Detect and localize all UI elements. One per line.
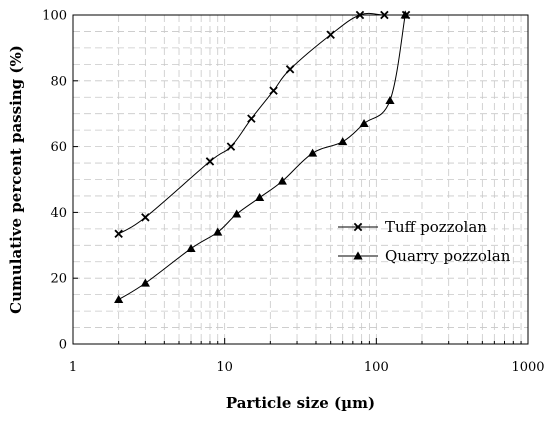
plot-area-frame xyxy=(72,14,529,345)
x-axis-title: Particle size (µm) xyxy=(226,394,375,412)
data-point-tuff-pozzolan xyxy=(269,86,278,95)
data-point-quarry-pozzolan xyxy=(359,118,369,128)
legend-label: Quarry pozzolan xyxy=(385,247,511,265)
y-tick-label: 20 xyxy=(50,272,67,287)
x-tick-label: 1000 xyxy=(511,360,544,375)
legend-label: Tuff pozzolan xyxy=(385,218,487,236)
y-tick-label: 80 xyxy=(50,74,67,89)
axis-ticks: 0 20 40 60 80 100 1 10 100 1000 xyxy=(42,9,544,376)
data-point-quarry-pozzolan xyxy=(385,95,395,104)
y-tick-label: 60 xyxy=(50,140,67,155)
series-layer xyxy=(114,10,411,304)
grid xyxy=(73,15,528,344)
y-tick-label: 0 xyxy=(59,338,67,353)
data-point-tuff-pozzolan xyxy=(114,229,123,239)
legend-item-quarry-pozzolan: Quarry pozzolan xyxy=(338,247,511,265)
y-axis-title: Cumulative percent passing (%) xyxy=(7,45,25,314)
data-point-tuff-pozzolan xyxy=(226,142,236,151)
data-point-tuff-pozzolan xyxy=(326,30,335,39)
legend: Tuff pozzolan Quarry pozzolan xyxy=(338,218,511,265)
data-point-quarry-pozzolan xyxy=(255,192,265,202)
data-point-quarry-pozzolan xyxy=(232,209,242,218)
data-point-quarry-pozzolan xyxy=(338,137,348,146)
data-point-quarry-pozzolan xyxy=(213,227,223,236)
legend-item-tuff-pozzolan: Tuff pozzolan xyxy=(338,218,487,236)
y-tick-label: 40 xyxy=(50,206,67,221)
series-quarry-pozzolan xyxy=(114,10,410,304)
data-point-quarry-pozzolan xyxy=(308,148,318,157)
data-point-quarry-pozzolan xyxy=(140,278,150,287)
data-point-quarry-pozzolan xyxy=(186,243,196,253)
legend-marker xyxy=(353,222,363,232)
data-point-tuff-pozzolan xyxy=(247,114,256,123)
data-point-quarry-pozzolan xyxy=(400,10,410,19)
x-tick-label: 1 xyxy=(69,360,77,375)
series-line-quarry-pozzolan xyxy=(118,14,406,301)
data-point-tuff-pozzolan xyxy=(205,157,215,166)
x-tick-label: 100 xyxy=(364,360,389,375)
y-tick-label: 100 xyxy=(42,9,67,24)
series-tuff-pozzolan xyxy=(114,10,411,239)
data-point-tuff-pozzolan xyxy=(285,65,295,74)
data-point-quarry-pozzolan xyxy=(277,176,287,185)
x-tick-label: 10 xyxy=(216,360,233,375)
data-point-tuff-pozzolan xyxy=(141,213,150,222)
data-point-quarry-pozzolan xyxy=(114,294,124,304)
legend-marker xyxy=(353,251,363,260)
